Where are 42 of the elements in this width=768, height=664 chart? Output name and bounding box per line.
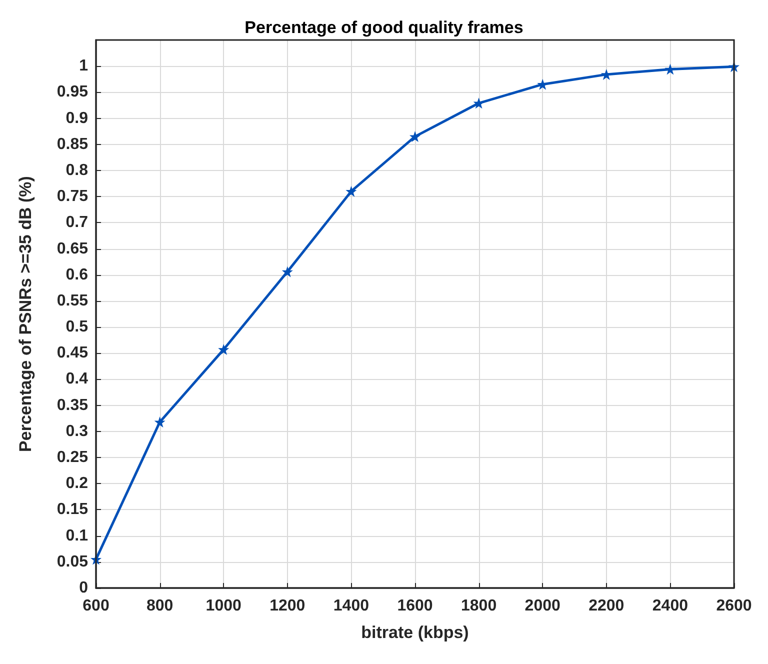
x-tick-label: 600 bbox=[82, 598, 110, 614]
x-tick-label: 1200 bbox=[270, 598, 306, 614]
y-tick-label: 0.65 bbox=[56, 240, 88, 258]
y-tick-label: 0.1 bbox=[66, 527, 88, 544]
point bbox=[154, 416, 166, 428]
y-tick-label: 1 bbox=[79, 58, 88, 75]
y-tick-label: 0.15 bbox=[56, 501, 88, 518]
y-tick-label: 0.05 bbox=[56, 553, 88, 570]
x-tick-label: 1400 bbox=[333, 598, 370, 614]
x-tick-label: 800 bbox=[146, 598, 174, 614]
y-tick-label: 0.8 bbox=[66, 162, 88, 179]
y-tick-label: 0.2 bbox=[66, 475, 88, 492]
y-tick-label: 0.25 bbox=[56, 449, 88, 466]
x-tick-label: 1600 bbox=[397, 598, 433, 614]
x-tick-label: 2200 bbox=[588, 598, 624, 614]
x-tick-label: 1800 bbox=[461, 598, 497, 614]
y-tick-label: 0.6 bbox=[66, 266, 88, 284]
point bbox=[346, 186, 357, 197]
y-tick-label: 0 bbox=[79, 580, 88, 596]
y-tick-label: 0.3 bbox=[66, 422, 88, 440]
x-tick-label: 2600 bbox=[716, 598, 752, 614]
y-tick-label: 0.85 bbox=[56, 136, 88, 153]
y-tick-label: 0.7 bbox=[66, 214, 88, 232]
y-tick-label: 0.75 bbox=[56, 188, 88, 206]
x-tick-label: 2000 bbox=[524, 598, 560, 614]
point bbox=[282, 266, 293, 278]
y-tick-label: 0.4 bbox=[66, 370, 88, 388]
x-tick-label: 1000 bbox=[206, 598, 242, 614]
y-axis-title: Percentage of PSNRs >=35 dB (%) bbox=[16, 176, 35, 452]
x-axis-title: bitrate (kbps) bbox=[361, 623, 469, 642]
x-tick-label: 2400 bbox=[652, 598, 688, 614]
chart-title: Percentage of good quality frames bbox=[244, 18, 524, 37]
y-tick-label: 0.55 bbox=[56, 292, 88, 310]
y-tick-label: 0.9 bbox=[66, 110, 88, 127]
y-tick-label: 0.95 bbox=[56, 84, 88, 101]
y-tick-label: 0.5 bbox=[66, 318, 88, 336]
point bbox=[664, 64, 676, 75]
y-tick-label: 0.35 bbox=[56, 396, 88, 414]
point bbox=[218, 344, 230, 355]
point bbox=[410, 131, 420, 142]
y-tick-label: 0.45 bbox=[56, 344, 88, 362]
point bbox=[473, 98, 484, 109]
